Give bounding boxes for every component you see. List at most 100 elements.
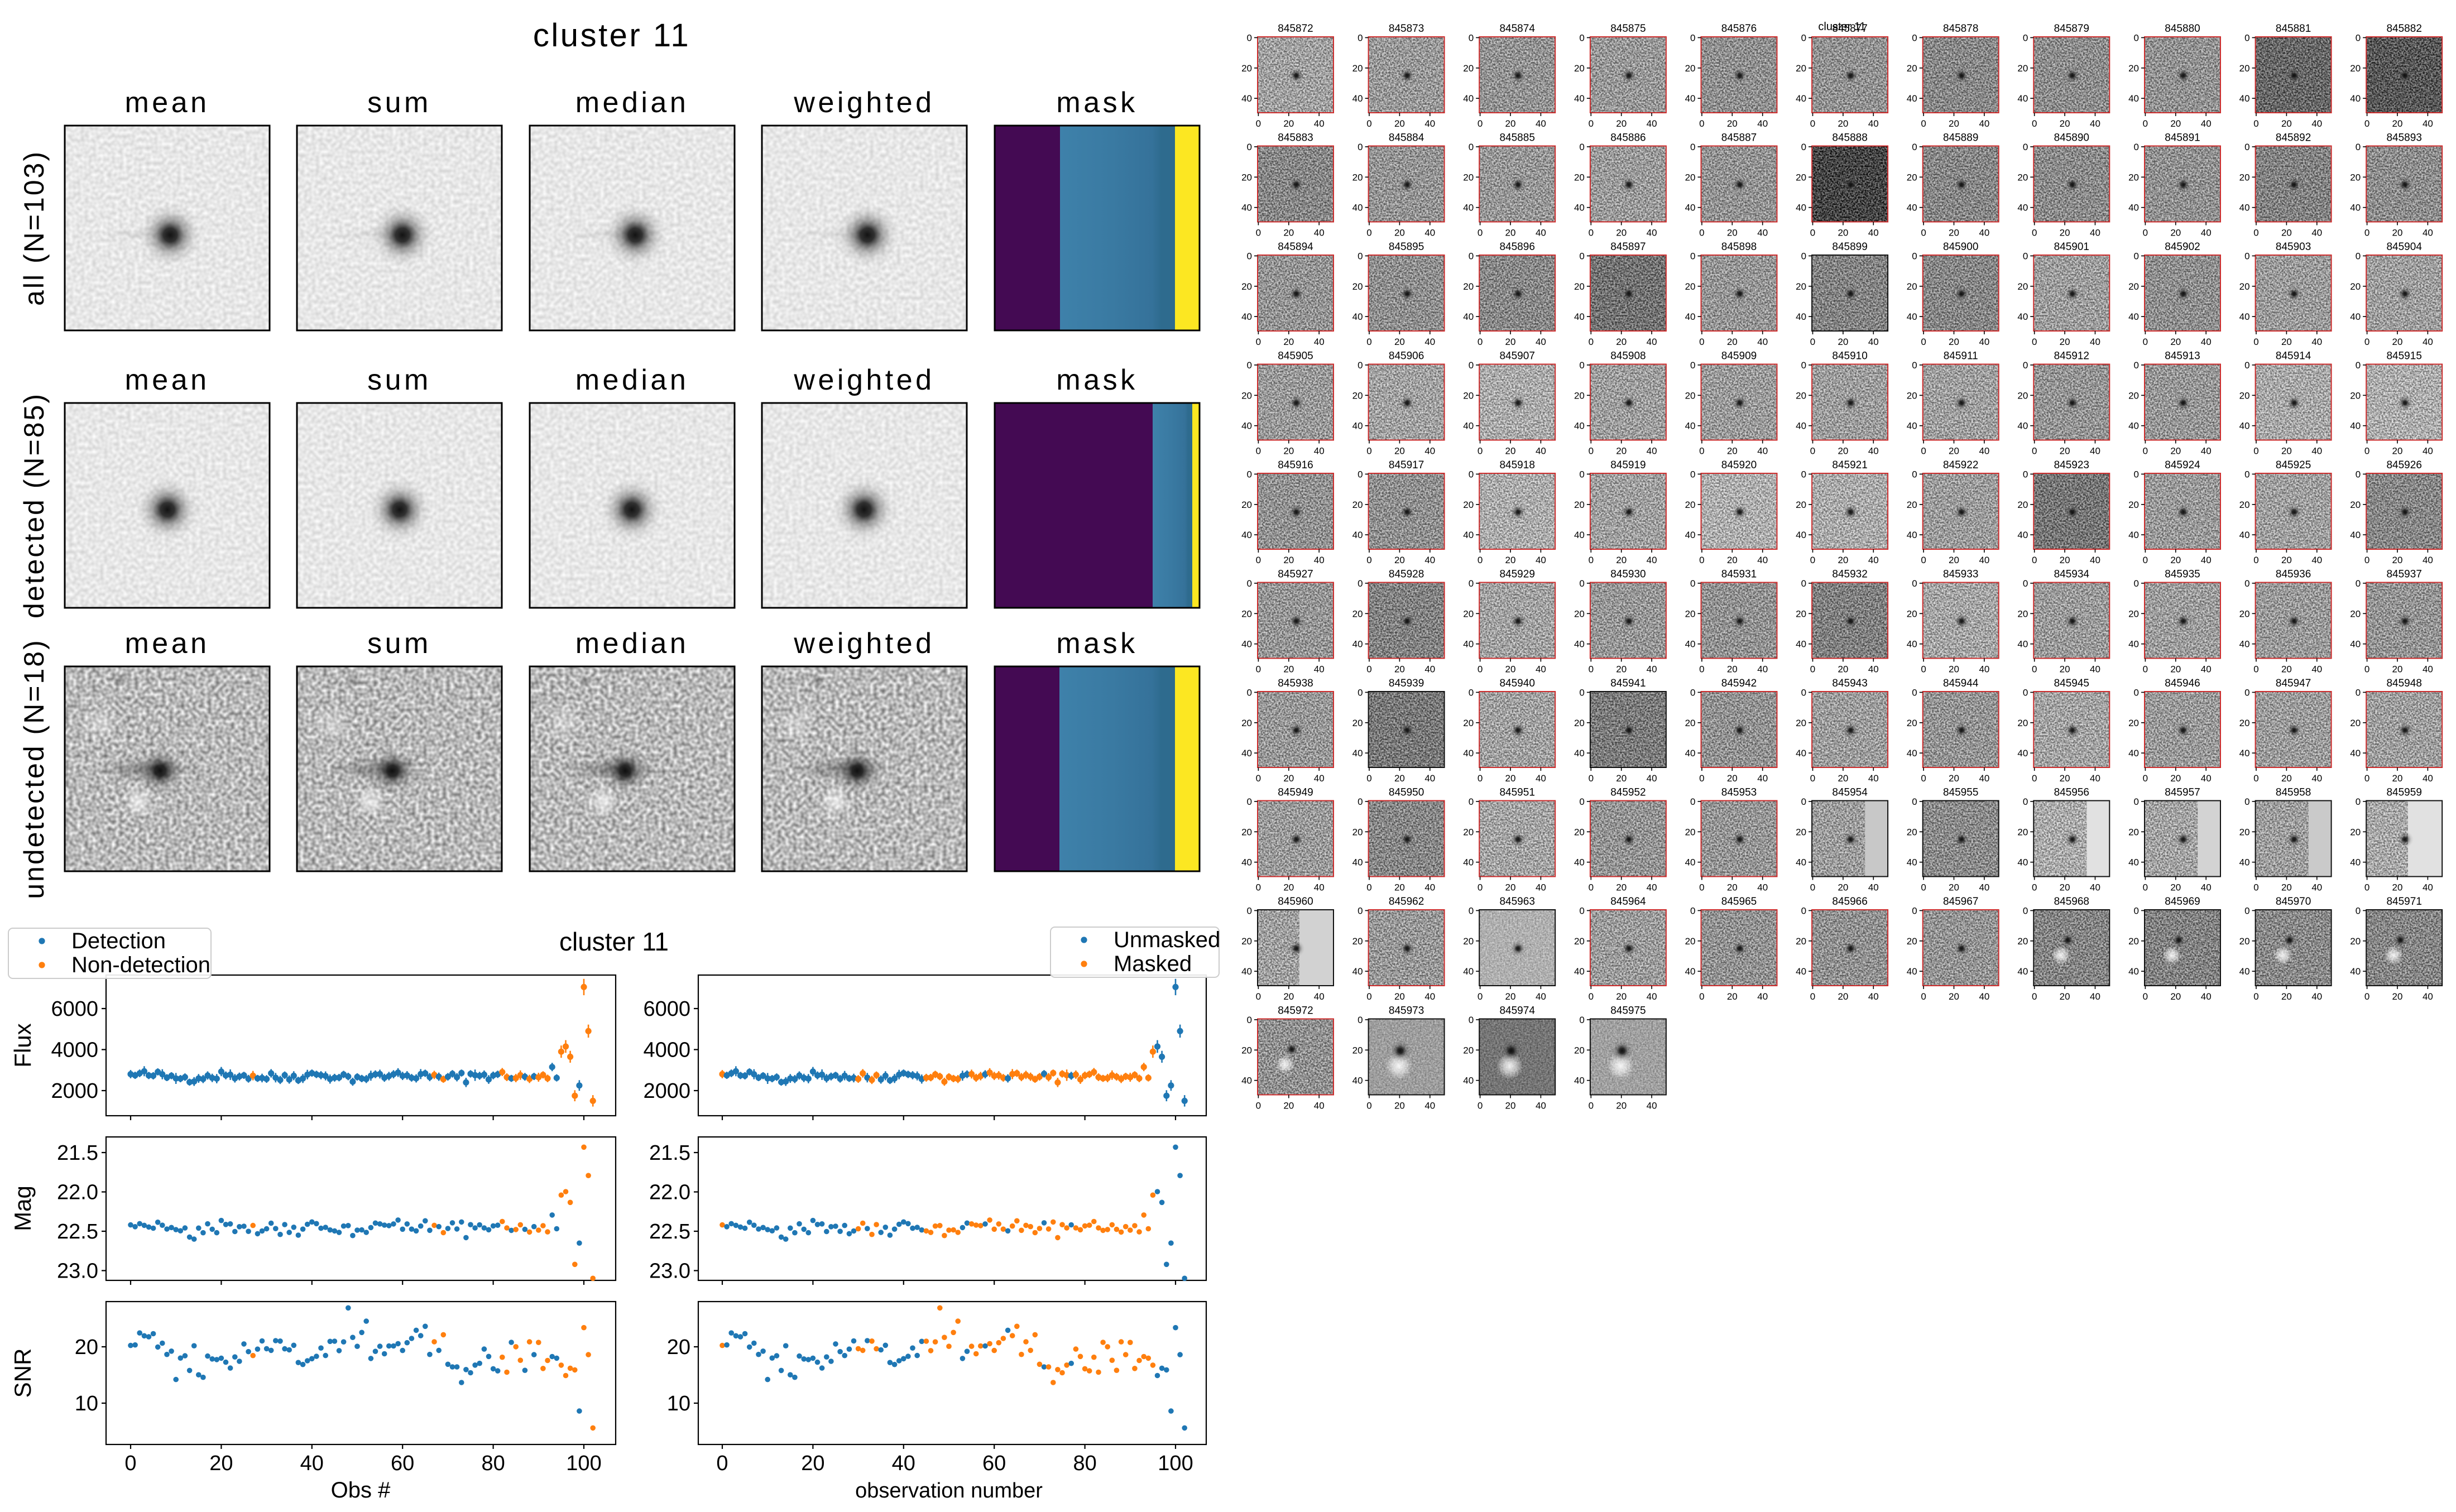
svg-text:20: 20 bbox=[1283, 773, 1294, 784]
svg-text:20: 20 bbox=[2350, 608, 2361, 619]
svg-text:0: 0 bbox=[1810, 664, 1815, 675]
svg-text:0: 0 bbox=[1912, 32, 1917, 43]
svg-text:0: 0 bbox=[124, 1452, 136, 1475]
svg-text:40: 40 bbox=[1796, 530, 1806, 540]
svg-text:0: 0 bbox=[1912, 578, 1917, 589]
svg-text:20: 20 bbox=[1241, 718, 1252, 728]
svg-text:20: 20 bbox=[2060, 446, 2070, 457]
svg-text:40: 40 bbox=[2350, 748, 2361, 759]
svg-text:0: 0 bbox=[1256, 1101, 1261, 1111]
svg-text:40: 40 bbox=[1536, 773, 1546, 784]
svg-text:0: 0 bbox=[1357, 469, 1363, 479]
svg-text:20: 20 bbox=[2170, 118, 2181, 129]
svg-text:0: 0 bbox=[1357, 1015, 1363, 1025]
svg-text:845932: 845932 bbox=[1832, 569, 1867, 580]
svg-text:0: 0 bbox=[1357, 796, 1363, 807]
svg-text:0: 0 bbox=[1469, 1015, 1474, 1025]
svg-text:0: 0 bbox=[1366, 118, 1371, 129]
svg-text:0: 0 bbox=[2134, 360, 2139, 371]
svg-text:845903: 845903 bbox=[2276, 241, 2311, 253]
svg-text:20: 20 bbox=[1352, 936, 1363, 947]
svg-text:20: 20 bbox=[2128, 608, 2139, 619]
svg-text:0: 0 bbox=[2143, 664, 2148, 675]
svg-text:20: 20 bbox=[2060, 228, 2070, 238]
svg-text:0: 0 bbox=[1469, 905, 1474, 916]
svg-text:40: 40 bbox=[2128, 530, 2139, 540]
svg-text:40: 40 bbox=[1314, 773, 1325, 784]
svg-text:0: 0 bbox=[1690, 687, 1695, 698]
svg-text:20: 20 bbox=[2170, 337, 2181, 347]
svg-text:2000: 2000 bbox=[643, 1079, 690, 1103]
svg-text:0: 0 bbox=[2253, 118, 2258, 129]
svg-text:20: 20 bbox=[2281, 555, 2292, 565]
svg-text:40: 40 bbox=[1352, 857, 1363, 868]
svg-text:40: 40 bbox=[1757, 228, 1768, 238]
svg-text:0: 0 bbox=[1912, 360, 1917, 371]
svg-text:0: 0 bbox=[1699, 228, 1704, 238]
svg-text:0: 0 bbox=[1801, 360, 1806, 371]
svg-text:0: 0 bbox=[2032, 773, 2037, 784]
svg-text:0: 0 bbox=[2023, 251, 2028, 261]
svg-text:40: 40 bbox=[2090, 555, 2100, 565]
svg-text:20: 20 bbox=[1907, 500, 1917, 510]
svg-text:0: 0 bbox=[2143, 555, 2148, 565]
svg-text:0: 0 bbox=[2023, 905, 2028, 916]
svg-text:40: 40 bbox=[1424, 446, 1435, 457]
svg-text:20: 20 bbox=[2281, 118, 2292, 129]
svg-text:0: 0 bbox=[1921, 555, 1926, 565]
svg-text:845967: 845967 bbox=[1943, 896, 1978, 908]
svg-text:40: 40 bbox=[1979, 228, 1989, 238]
svg-text:845960: 845960 bbox=[1278, 896, 1313, 908]
svg-text:845923: 845923 bbox=[2054, 459, 2089, 471]
svg-text:845902: 845902 bbox=[2165, 241, 2200, 253]
svg-text:20: 20 bbox=[2060, 882, 2070, 893]
svg-text:21.5: 21.5 bbox=[649, 1141, 690, 1165]
svg-text:0: 0 bbox=[1579, 251, 1584, 261]
svg-text:20: 20 bbox=[1352, 500, 1363, 510]
svg-text:20: 20 bbox=[2239, 63, 2250, 74]
svg-text:40: 40 bbox=[1352, 311, 1363, 322]
svg-text:40: 40 bbox=[1463, 639, 1474, 650]
svg-text:0: 0 bbox=[1699, 882, 1704, 893]
svg-text:40: 40 bbox=[1314, 337, 1325, 347]
svg-text:40: 40 bbox=[1647, 664, 1657, 675]
svg-text:40: 40 bbox=[2128, 857, 2139, 868]
svg-text:20: 20 bbox=[1616, 446, 1627, 457]
svg-text:40: 40 bbox=[1424, 118, 1435, 129]
svg-text:0: 0 bbox=[1699, 773, 1704, 784]
svg-text:845890: 845890 bbox=[2054, 132, 2089, 144]
svg-text:0: 0 bbox=[1690, 32, 1695, 43]
svg-text:40: 40 bbox=[1424, 337, 1435, 347]
svg-text:20: 20 bbox=[1394, 664, 1405, 675]
svg-text:40: 40 bbox=[1574, 639, 1585, 650]
svg-text:20: 20 bbox=[1796, 390, 1806, 401]
svg-text:845897: 845897 bbox=[1610, 241, 1646, 253]
svg-text:40: 40 bbox=[2090, 882, 2100, 893]
svg-text:40: 40 bbox=[1685, 311, 1696, 322]
svg-text:0: 0 bbox=[1589, 118, 1594, 129]
svg-text:40: 40 bbox=[2201, 555, 2212, 565]
svg-text:40: 40 bbox=[2017, 966, 2028, 977]
svg-text:40: 40 bbox=[1757, 991, 1768, 1002]
svg-text:40: 40 bbox=[2423, 228, 2433, 238]
svg-text:0: 0 bbox=[1469, 251, 1474, 261]
svg-text:40: 40 bbox=[1424, 228, 1435, 238]
svg-text:40: 40 bbox=[2311, 118, 2322, 129]
svg-text:40: 40 bbox=[1352, 966, 1363, 977]
svg-text:weighted: weighted bbox=[793, 364, 934, 396]
svg-text:20: 20 bbox=[1283, 555, 1294, 565]
svg-text:0: 0 bbox=[1690, 905, 1695, 916]
svg-text:0: 0 bbox=[2356, 578, 2361, 589]
svg-text:845885: 845885 bbox=[1499, 132, 1534, 144]
svg-text:sum: sum bbox=[367, 364, 431, 396]
svg-text:20: 20 bbox=[2017, 718, 2028, 728]
svg-text:845918: 845918 bbox=[1499, 459, 1534, 471]
svg-text:0: 0 bbox=[2134, 905, 2139, 916]
svg-text:20: 20 bbox=[1283, 337, 1294, 347]
svg-text:20: 20 bbox=[1463, 718, 1474, 728]
svg-text:40: 40 bbox=[2239, 530, 2250, 540]
svg-text:20: 20 bbox=[801, 1452, 824, 1475]
svg-text:0: 0 bbox=[1256, 228, 1261, 238]
svg-text:40: 40 bbox=[1796, 311, 1806, 322]
svg-text:20: 20 bbox=[1505, 446, 1516, 457]
